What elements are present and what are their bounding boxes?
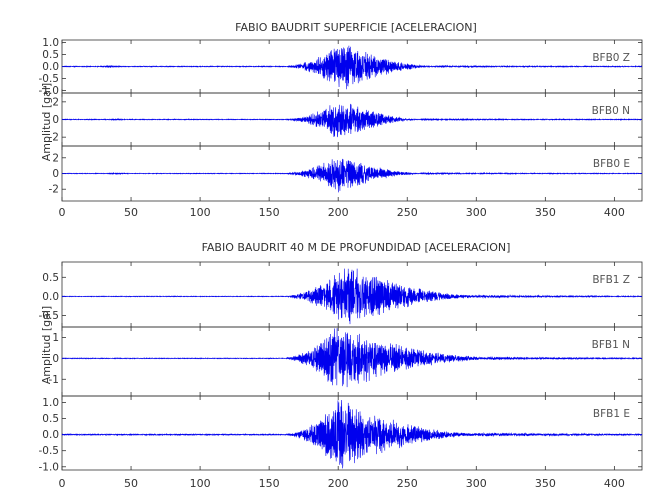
y-tick-label: -2 (49, 184, 59, 196)
y-tick-label: -2 (49, 132, 59, 144)
x-tick-label: 50 (124, 206, 138, 219)
station-label: BFB0 E (593, 158, 630, 170)
x-tick-label: 150 (259, 477, 280, 490)
x-tick-label: 300 (466, 477, 487, 490)
y-tick-label: 0.5 (42, 413, 59, 425)
x-tick-label: 400 (604, 477, 625, 490)
x-tick-label: 100 (190, 206, 211, 219)
x-tick-label: 400 (604, 206, 625, 219)
x-tick-label: 200 (328, 206, 349, 219)
station-label: BFB1 N (592, 339, 630, 351)
seismic-trace (61, 158, 643, 193)
seismic-trace (61, 399, 643, 469)
y-tick-label: -0.5 (39, 310, 60, 322)
x-tick-label: 350 (535, 477, 556, 490)
x-tick-label: 250 (397, 477, 418, 490)
seismic-trace (61, 328, 643, 388)
x-tick-label: 0 (59, 477, 66, 490)
y-tick-label: 0 (52, 114, 59, 126)
y-tick-label: -1 (49, 374, 59, 386)
x-tick-label: 0 (59, 206, 66, 219)
y-tick-label: 1.0 (42, 397, 59, 409)
y-tick-label: -0.5 (39, 445, 60, 457)
x-tick-label: 350 (535, 206, 556, 219)
y-tick-label: 0.5 (42, 272, 59, 284)
y-tick-label: 1.0 (42, 37, 59, 49)
y-tick-label: 0.0 (42, 291, 59, 303)
x-tick-label: 200 (328, 477, 349, 490)
x-tick-label: 250 (397, 206, 418, 219)
seismic-trace (61, 45, 643, 90)
y-tick-label: 0.0 (42, 429, 59, 441)
y-tick-label: 0 (52, 353, 59, 365)
seismic-trace (61, 268, 643, 325)
y-tick-label: 0 (52, 168, 59, 180)
y-tick-label: -0.5 (39, 73, 60, 85)
station-label: BFB0 Z (592, 52, 630, 64)
y-tick-label: -1.0 (39, 461, 60, 473)
y-tick-label: -1.0 (39, 85, 60, 97)
y-axis-label-surface: Amplitud [gal] (40, 83, 53, 161)
y-tick-label: 2 (52, 96, 59, 108)
seismic-trace (61, 103, 643, 138)
y-axis-label-depth: Amplitud [gal] (40, 306, 53, 384)
y-tick-label: 0.5 (42, 49, 59, 61)
x-tick-label: 100 (190, 477, 211, 490)
x-tick-label: 50 (124, 477, 138, 490)
y-tick-label: 2 (52, 152, 59, 164)
y-tick-label: 0.0 (42, 61, 59, 73)
y-tick-label: 1 (52, 332, 59, 344)
x-tick-label: 300 (466, 206, 487, 219)
x-tick-label: 150 (259, 206, 280, 219)
panel-frame (61, 395, 643, 471)
chart-title-surface: FABIO BAUDRIT SUPERFICIE [ACELERACION] (235, 21, 477, 34)
station-label: BFB1 Z (592, 274, 630, 286)
station-label: BFB0 N (592, 105, 630, 117)
chart-title-depth: FABIO BAUDRIT 40 M DE PROFUNDIDAD [ACELE… (202, 241, 511, 254)
station-label: BFB1 E (593, 408, 630, 420)
